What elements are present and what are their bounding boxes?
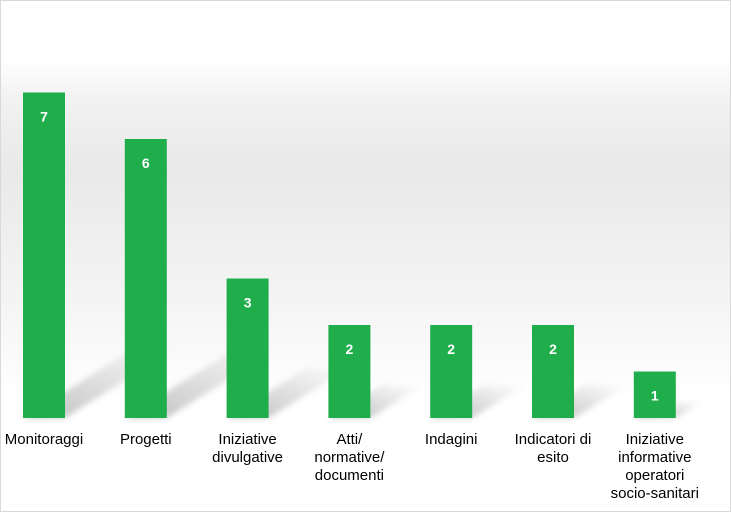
- data-label: 2: [447, 341, 455, 357]
- x-tick-label-line: Indagini: [424, 431, 478, 448]
- x-tick-label-line: esito: [537, 449, 569, 466]
- x-tick-label-line: normative/: [314, 449, 385, 466]
- data-label: 7: [40, 109, 48, 125]
- x-tick-label: Iniziative divulgative: [192, 431, 304, 467]
- x-tick-label-line: Iniziative: [625, 431, 684, 448]
- x-tick-label-line: operatori: [625, 467, 685, 484]
- x-tick-label-line: Iniziative: [218, 431, 277, 448]
- x-tick-label-line: Monitoraggi: [4, 431, 84, 448]
- x-tick-label: Iniziative informative operatori socio-sani…: [599, 431, 711, 503]
- bar: [124, 139, 167, 418]
- x-tick-label: Atti/normative/documenti: [293, 431, 405, 485]
- data-label: 2: [346, 341, 354, 357]
- x-tick-label-line: documenti: [314, 467, 384, 484]
- data-label: 6: [142, 155, 150, 171]
- x-tick-label: Progetti: [90, 431, 202, 449]
- x-tick-label-line: informative: [618, 449, 692, 466]
- x-tick-label: Indagini: [395, 431, 507, 449]
- data-label: 3: [244, 295, 252, 311]
- x-tick-label-line: Progetti: [119, 431, 172, 448]
- bar: [633, 371, 676, 418]
- bar: [226, 278, 269, 418]
- x-tick-label-line: socio-sanitari: [610, 485, 699, 502]
- x-tick-label: Indicatori di esito: [497, 431, 609, 467]
- bar: [430, 325, 473, 418]
- x-tick-label: Monitoraggi: [1, 431, 100, 449]
- bar: [328, 325, 371, 418]
- data-label: 1: [651, 388, 659, 404]
- x-tick-label-line: divulgative: [212, 449, 284, 466]
- bar: [532, 325, 574, 418]
- x-tick-label-line: Indicatori di: [514, 431, 592, 448]
- bar: [23, 92, 65, 418]
- data-label: 2: [549, 341, 557, 357]
- x-tick-label-line: Atti/: [336, 431, 363, 448]
